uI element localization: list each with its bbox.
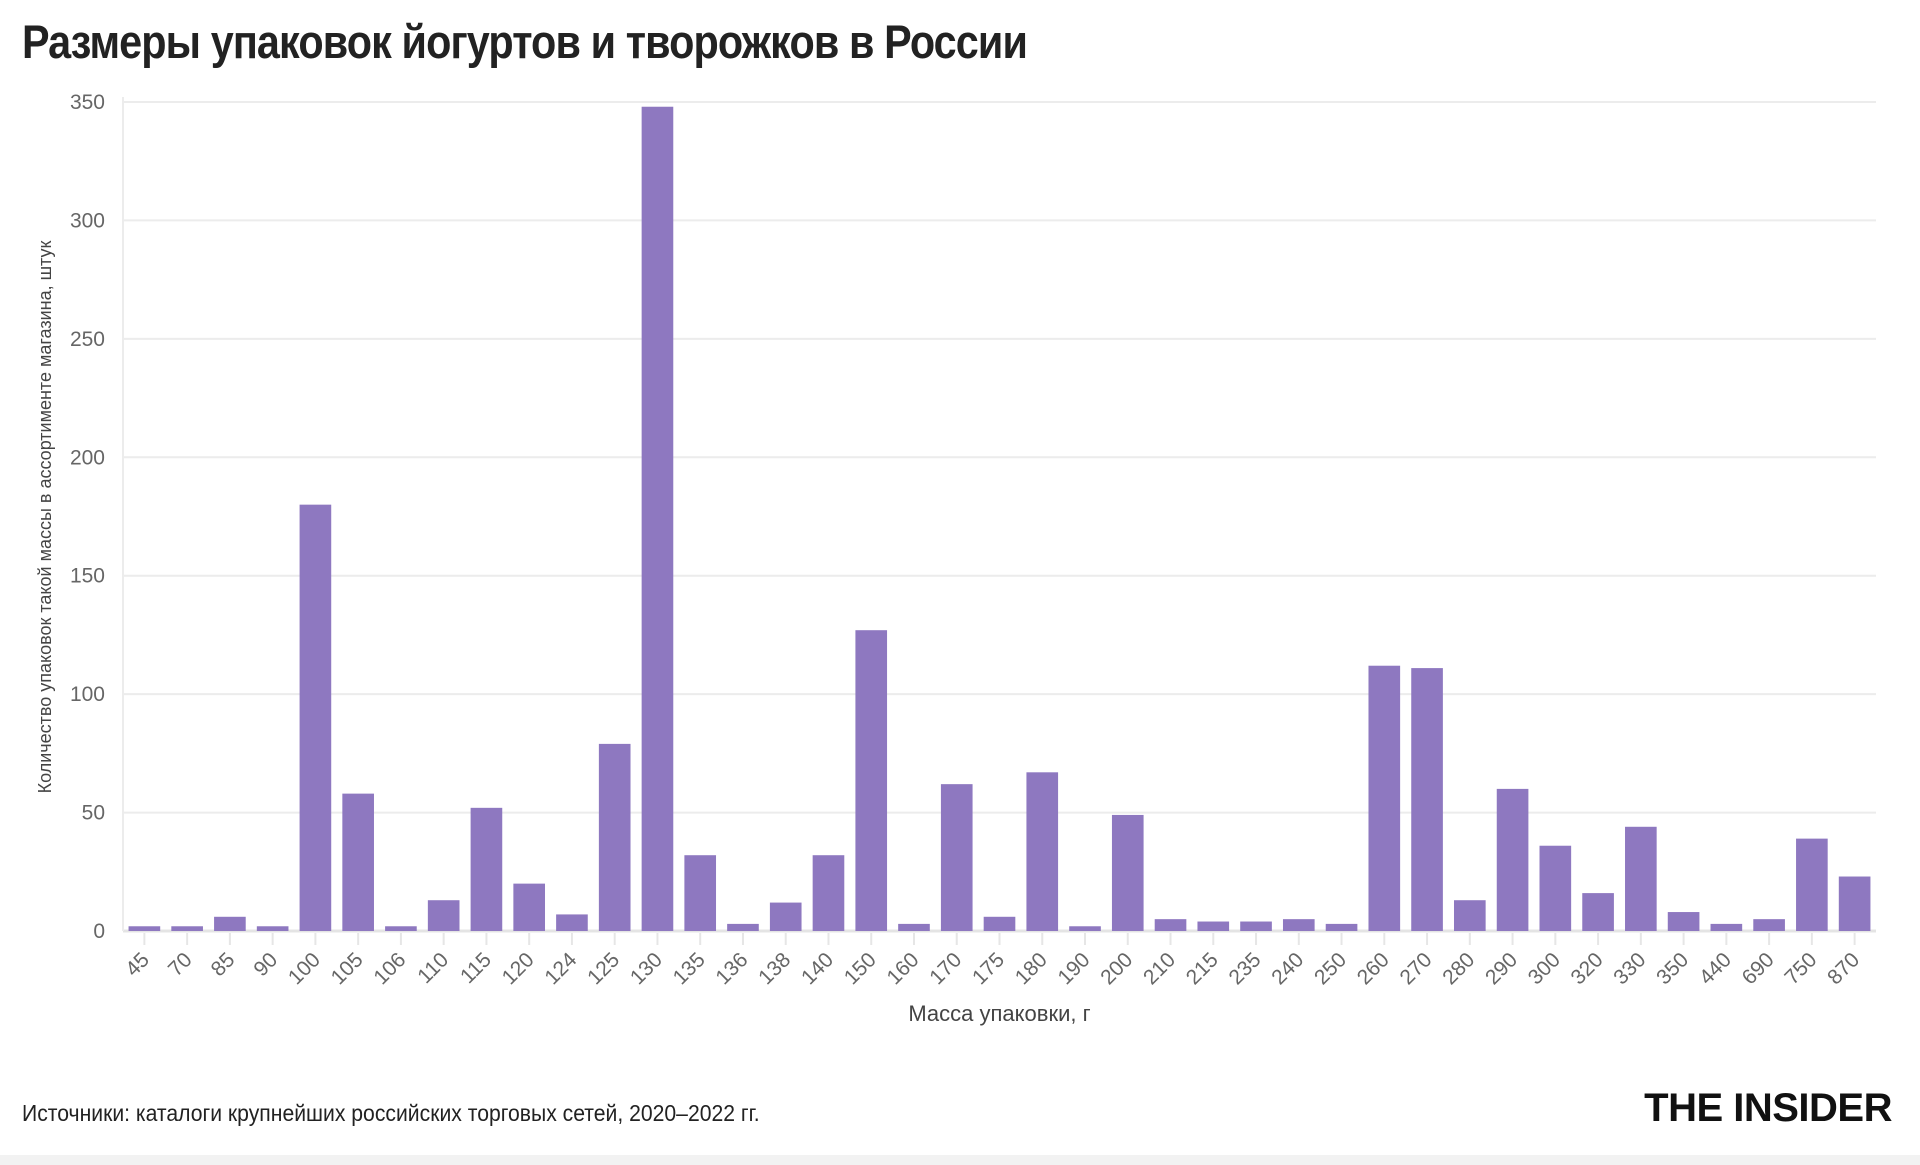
x-tick-label: 170 <box>925 948 966 989</box>
x-tick-label: 235 <box>1225 948 1266 989</box>
bar-750 <box>1796 838 1828 931</box>
bar-260 <box>1368 665 1401 931</box>
x-tick-label: 320 <box>1567 948 1608 989</box>
x-tick-label: 750 <box>1780 948 1821 989</box>
x-tick-label: 124 <box>540 948 581 989</box>
bar-280 <box>1453 900 1486 931</box>
x-tick-label: 690 <box>1738 948 1779 989</box>
y-axis-title: Количество упаковок такой массы в ассорт… <box>35 241 55 794</box>
x-tick-label: 110 <box>413 948 453 988</box>
bar-45 <box>128 926 161 931</box>
x-tick-label: 280 <box>1438 948 1479 989</box>
bar-70 <box>171 926 203 931</box>
x-tick-label: 90 <box>249 948 282 981</box>
x-tick-label: 215 <box>1182 948 1223 989</box>
bar-330 <box>1625 826 1657 931</box>
x-tick-label: 175 <box>968 948 1009 989</box>
x-tick-label: 130 <box>626 948 667 989</box>
x-tick-label: 135 <box>669 948 710 989</box>
y-tick-label: 100 <box>70 683 105 706</box>
bar-150 <box>855 630 888 931</box>
bar-440 <box>1710 923 1743 931</box>
bar-175 <box>983 916 1016 931</box>
y-tick-label: 300 <box>70 209 105 232</box>
bar-870 <box>1838 876 1871 931</box>
the-insider-logo: THE INSIDER <box>1644 1086 1892 1130</box>
bar-160 <box>898 923 930 931</box>
x-tick-label: 870 <box>1823 948 1864 989</box>
bottom-strip <box>0 1155 1920 1165</box>
x-tick-label: 350 <box>1652 948 1693 989</box>
bar-138 <box>769 902 802 931</box>
x-tick-label: 138 <box>754 948 795 989</box>
bar-200 <box>1111 814 1144 931</box>
bar-690 <box>1753 919 1785 931</box>
y-tick-label: 200 <box>70 446 105 469</box>
bar-350 <box>1667 912 1700 931</box>
bar-124 <box>556 914 588 931</box>
bar-190 <box>1069 926 1101 931</box>
bar-85 <box>214 916 246 931</box>
chart-title: Размеры упаковок йогуртов и творожков в … <box>22 15 1028 68</box>
bar-320 <box>1582 893 1614 931</box>
x-tick-label: 300 <box>1524 948 1565 989</box>
x-tick-label: 180 <box>1011 948 1052 989</box>
bar-180 <box>1026 772 1059 931</box>
bar-110 <box>427 900 460 931</box>
x-tick-label: 250 <box>1310 948 1351 989</box>
x-tick-label: 106 <box>369 948 410 989</box>
x-tick-label: 200 <box>1096 948 1137 989</box>
bar-135 <box>684 855 717 931</box>
x-tick-label: 160 <box>882 948 923 989</box>
bar-250 <box>1325 923 1358 931</box>
x-tick-label: 270 <box>1396 948 1437 989</box>
x-tick-label: 105 <box>327 948 368 989</box>
bar-300 <box>1539 845 1572 931</box>
x-tick-label: 70 <box>164 948 197 981</box>
bar-170 <box>940 784 973 931</box>
bar-100 <box>299 504 332 931</box>
bar-290 <box>1496 788 1529 931</box>
bar-210 <box>1154 919 1187 931</box>
bar-235 <box>1240 921 1272 931</box>
x-tick-label: 85 <box>207 948 240 981</box>
x-tick-label: 100 <box>284 948 325 989</box>
bar-120 <box>513 883 546 931</box>
bar-240 <box>1282 919 1315 931</box>
bar-125 <box>598 743 631 931</box>
bar-140 <box>812 855 845 931</box>
bar-130 <box>641 106 674 932</box>
x-tick-label: 150 <box>840 948 881 989</box>
x-tick-label: 210 <box>1139 948 1180 989</box>
bar-106 <box>385 926 417 931</box>
y-tick-label: 350 <box>70 91 105 114</box>
x-tick-label: 136 <box>711 948 752 989</box>
x-tick-label: 45 <box>121 948 154 981</box>
source-note: Источники: каталоги крупнейших российски… <box>22 1100 760 1126</box>
x-tick-label: 260 <box>1353 948 1394 989</box>
y-tick-label: 250 <box>70 328 105 351</box>
x-tick-label: 115 <box>456 948 496 988</box>
x-tick-label: 330 <box>1609 948 1650 989</box>
x-tick-label: 240 <box>1267 948 1308 989</box>
y-tick-label: 0 <box>93 920 105 943</box>
bar-270 <box>1411 668 1443 931</box>
x-tick-label: 440 <box>1695 948 1736 989</box>
y-tick-label: 150 <box>70 565 105 588</box>
bar-90 <box>256 926 289 931</box>
x-tick-label: 120 <box>498 948 539 989</box>
x-tick-label: 125 <box>583 948 624 989</box>
bar-215 <box>1197 921 1230 931</box>
bar-115 <box>470 807 503 931</box>
x-tick-label: 140 <box>797 948 838 989</box>
x-tick-label: 290 <box>1481 948 1522 989</box>
y-tick-label: 50 <box>82 802 105 825</box>
bar-136 <box>727 923 759 931</box>
x-axis-title: Масса упаковки, г <box>908 1001 1090 1026</box>
bar-105 <box>342 793 374 931</box>
x-tick-label: 190 <box>1054 948 1095 989</box>
